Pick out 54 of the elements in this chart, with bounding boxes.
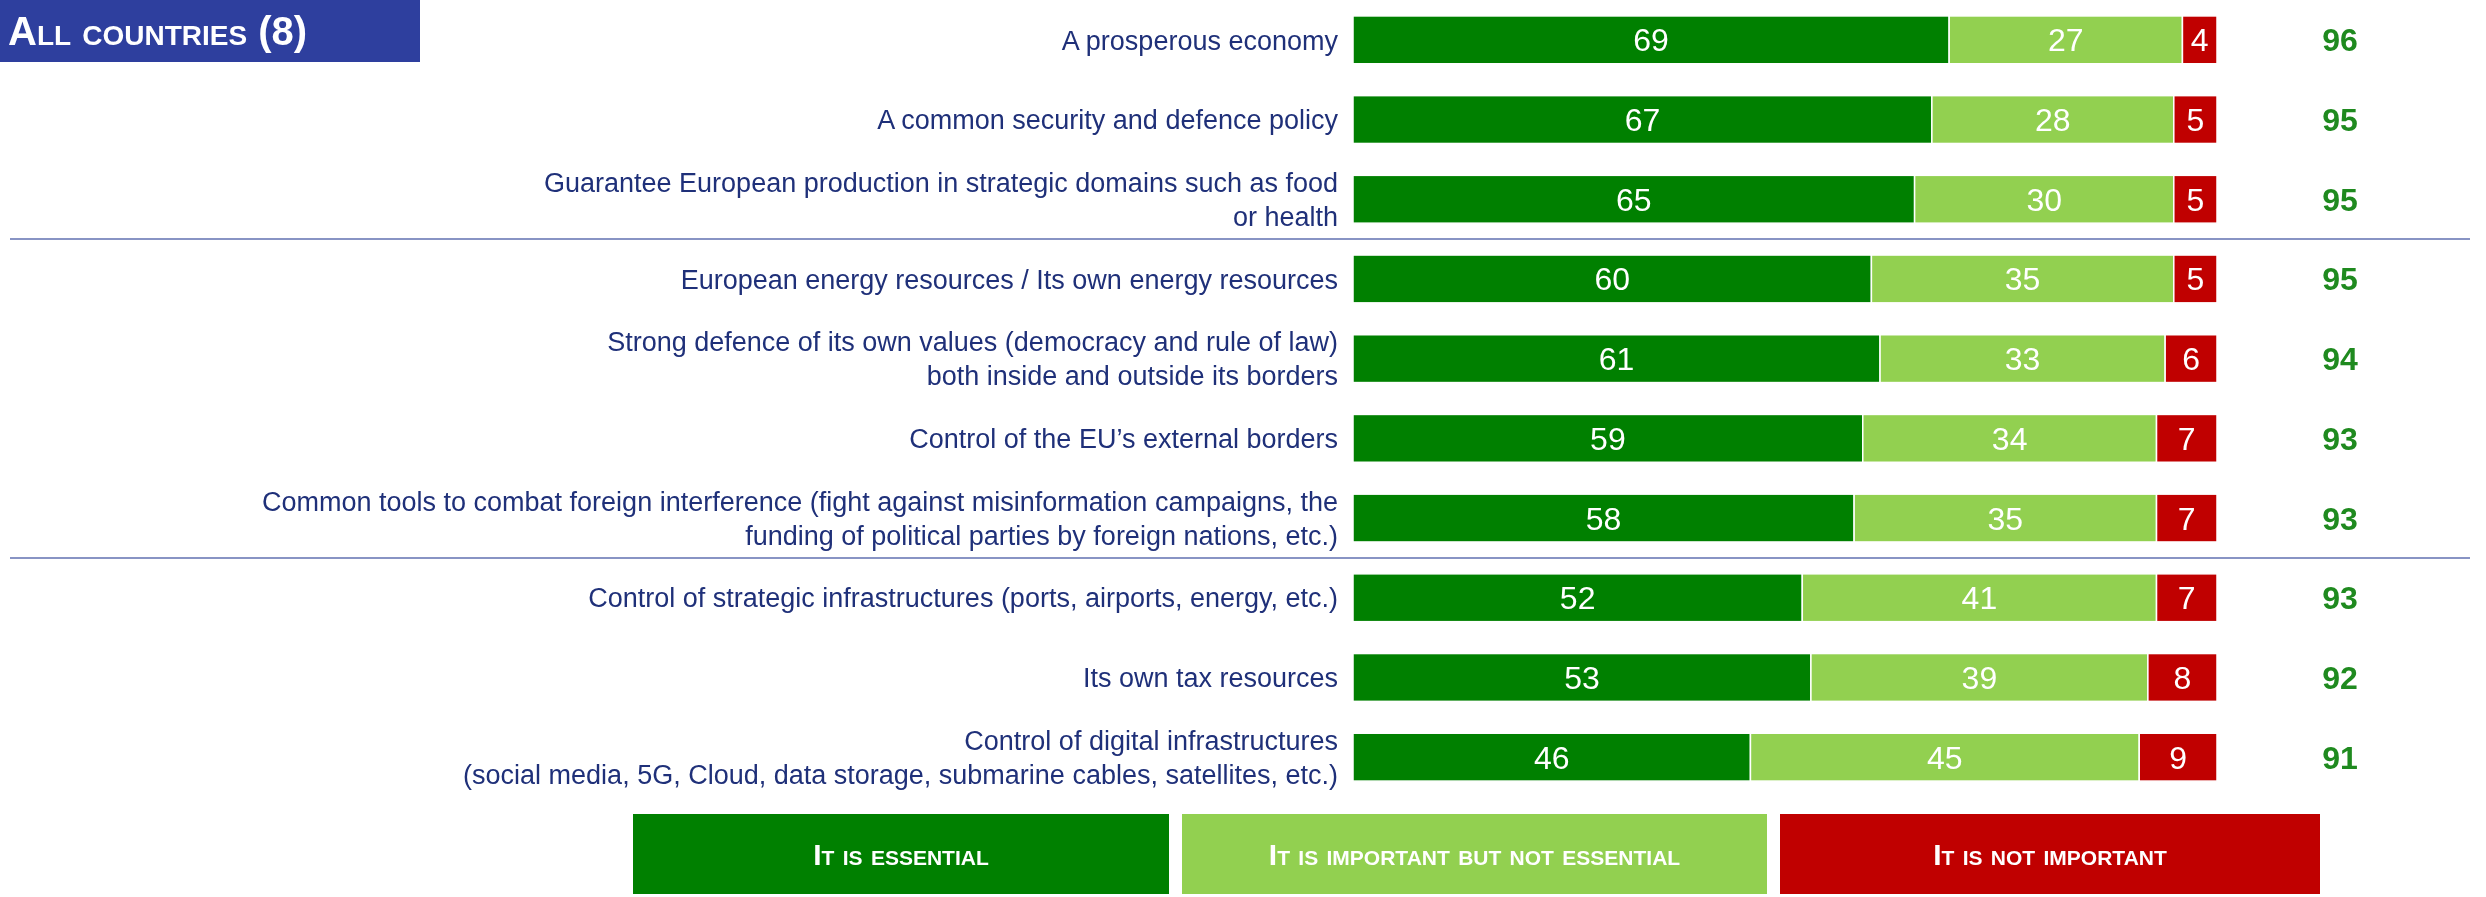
data-label: 34 <box>1991 420 2028 457</box>
data-label: 5 <box>2186 261 2205 298</box>
text: 92 <box>2322 659 2358 696</box>
y-tick-label: A common security and defence policy <box>877 105 1339 136</box>
data-label: 52 <box>1559 580 1596 617</box>
data-label: 5 <box>2186 102 2205 139</box>
text: 95 <box>2322 181 2358 218</box>
data-label: 65 <box>1616 181 1652 218</box>
data-label: 59 <box>1590 420 1626 457</box>
text: 91 <box>2322 739 2358 776</box>
text: 95 <box>2322 102 2358 139</box>
data-label: 28 <box>2035 102 2071 139</box>
data-label: 53 <box>1564 659 1600 696</box>
text: 93 <box>2322 580 2358 617</box>
data-label: 6 <box>2182 341 2200 378</box>
y-tick-label: European energy resources / Its own energy resources <box>680 264 1338 295</box>
data-label: 33 <box>2004 341 2041 378</box>
text: 94 <box>2322 341 2358 378</box>
data-label: 7 <box>2177 580 2196 617</box>
text: It is important but not essential <box>1268 837 1681 871</box>
y-tick-label: Control of strategic infrastructures (ports, airports, energy, etc.) <box>588 583 1338 614</box>
text: 96 <box>2322 22 2358 59</box>
data-label: 46 <box>1533 739 1570 776</box>
data-label: 9 <box>2169 739 2188 776</box>
data-label: 5 <box>2186 181 2205 218</box>
data-label: 41 <box>1961 580 1998 617</box>
series-label: It is not important <box>1933 837 2167 871</box>
data-label: 69 <box>1633 22 1669 59</box>
text: All countries (8) <box>8 9 308 54</box>
text: 95 <box>2322 261 2358 298</box>
data-label: 58 <box>1585 500 1622 537</box>
y-tick-label: Guarantee European production in strategic domains such as food or health <box>544 167 1338 232</box>
data-label: 27 <box>2048 22 2084 59</box>
y-tick-label: Its own tax resources <box>1082 663 1338 694</box>
text: 93 <box>2322 500 2358 537</box>
data-label: 8 <box>2173 659 2192 696</box>
data-label: 4 <box>2190 22 2209 59</box>
data-label: 30 <box>2026 181 2062 218</box>
y-tick-label: Strong defence of its own values (democracy and rule of law) both inside and outside its borders <box>607 327 1338 392</box>
data-label: 60 <box>1594 261 1630 298</box>
y-tick-label: Common tools to combat foreign interference (fight against misinformation campaigns, the funding of political parties by foreign nations, etc.) <box>261 486 1338 551</box>
y-tick-label: A prosperous economy <box>1061 25 1339 56</box>
data-label: 35 <box>2004 261 2041 298</box>
y-tick-label: Control of the EU’s external borders <box>909 424 1338 455</box>
text: 93 <box>2322 420 2358 457</box>
data-label: 39 <box>1961 659 1998 696</box>
data-label: 67 <box>1624 102 1661 139</box>
y-tick-label: Control of digital infrastructures (social media, 5G, Cloud, data storage, submarine cables, satellites, etc.) <box>463 725 1338 790</box>
data-label: 45 <box>1927 739 1963 776</box>
data-label: 61 <box>1598 341 1635 378</box>
data-label: 7 <box>2177 500 2196 537</box>
data-label: 35 <box>1987 500 2024 537</box>
data-label: 7 <box>2177 420 2196 457</box>
text: It is essential <box>813 837 989 871</box>
